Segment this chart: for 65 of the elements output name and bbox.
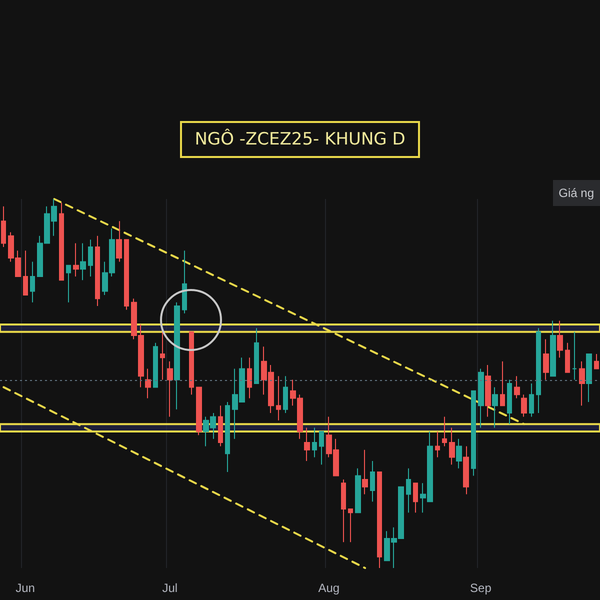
candlestick	[145, 368, 151, 399]
candlestick	[594, 353, 599, 370]
candlestick	[348, 508, 353, 543]
candlestick	[565, 342, 570, 373]
candlestick	[362, 449, 368, 495]
candlestick	[116, 220, 122, 262]
candlestick	[377, 472, 382, 568]
candlestick	[500, 360, 505, 406]
candlestick	[543, 338, 549, 380]
candlestick	[492, 386, 498, 428]
candlestick	[557, 320, 563, 358]
candlestick	[312, 427, 317, 458]
candlestick	[507, 379, 512, 425]
candlestick	[435, 430, 440, 458]
candlestick	[341, 478, 346, 543]
candlestick	[579, 360, 585, 406]
candlestick	[167, 360, 173, 418]
candlestick	[283, 376, 288, 414]
candlestick	[66, 264, 71, 303]
candlestick	[218, 405, 223, 447]
candlestick	[319, 430, 324, 466]
candlestick	[182, 250, 187, 314]
candlestick	[174, 302, 180, 410]
candlestick	[30, 261, 35, 303]
candlestick	[471, 390, 476, 476]
candlestick	[521, 394, 527, 418]
candlestick	[73, 242, 79, 277]
candlestick	[23, 250, 28, 296]
candlestick	[406, 468, 411, 514]
candlestick	[456, 438, 462, 469]
candlestick	[355, 468, 361, 514]
candlestick	[485, 364, 491, 418]
candlestick	[247, 357, 252, 399]
candlestick	[88, 239, 93, 277]
x-tick-label: Aug	[318, 581, 340, 595]
candlestick	[160, 331, 165, 380]
x-tick-label: Sep	[470, 581, 492, 595]
candlestick	[276, 376, 281, 421]
candlestick	[304, 427, 310, 462]
candlestick	[413, 482, 418, 514]
candlestick	[196, 386, 202, 436]
candlestick	[586, 353, 592, 402]
candlestick	[254, 328, 259, 384]
candlestick	[153, 342, 158, 388]
candlestick	[572, 331, 577, 380]
candlestick	[370, 460, 375, 502]
candlestick	[478, 368, 484, 428]
chart-title: NGÔ -ZCEZ25- KHUNG D	[194, 128, 406, 150]
candlestick	[514, 376, 520, 399]
candlestick	[124, 239, 129, 310]
candlestick	[59, 202, 64, 281]
candlestick	[189, 331, 194, 396]
candlestick	[536, 328, 541, 414]
candlestick	[1, 206, 6, 248]
candlestick	[80, 242, 86, 281]
annotation: Giá ng	[552, 180, 600, 206]
candlestick	[550, 320, 556, 377]
candlestick	[442, 416, 447, 447]
candlestick	[529, 383, 534, 418]
candlestick	[225, 401, 230, 473]
x-tick-label: Jun	[16, 581, 35, 595]
candlestick	[463, 446, 469, 495]
candlestick	[449, 427, 455, 466]
candlestick	[95, 235, 100, 307]
x-tick-label: Jul	[162, 581, 178, 595]
